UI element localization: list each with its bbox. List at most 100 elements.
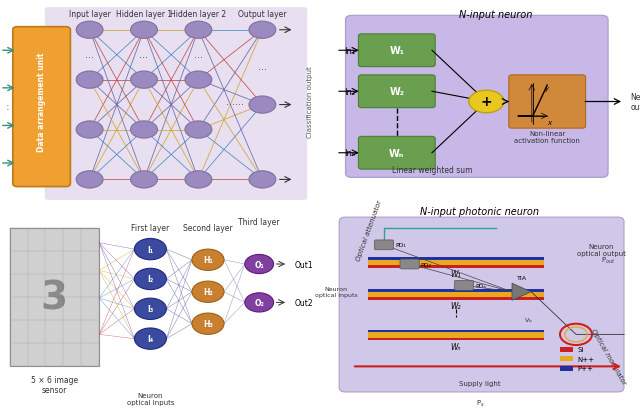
FancyBboxPatch shape [368,292,544,298]
Circle shape [249,97,276,114]
Text: y: y [544,86,548,92]
Circle shape [192,249,224,271]
Circle shape [244,293,274,312]
Text: W₂: W₂ [451,301,461,310]
Circle shape [76,171,103,189]
Circle shape [76,72,103,89]
Text: V$_b$: V$_b$ [524,315,532,324]
FancyBboxPatch shape [509,76,586,129]
Text: Optical attenuator: Optical attenuator [355,199,383,261]
Text: Classification output: Classification output [307,66,314,138]
Text: Out1: Out1 [294,260,313,269]
Text: 5 × 6 image
sensor: 5 × 6 image sensor [31,375,78,394]
Circle shape [131,121,157,139]
FancyBboxPatch shape [368,266,544,268]
Circle shape [185,22,212,39]
Text: Wₙ: Wₙ [451,342,461,351]
FancyBboxPatch shape [560,347,573,352]
Circle shape [192,313,224,335]
Circle shape [131,22,157,39]
Circle shape [131,171,157,189]
FancyBboxPatch shape [368,333,544,338]
Text: ...: ... [85,49,94,60]
Circle shape [134,328,166,349]
Circle shape [249,171,276,189]
Text: :: : [6,101,10,111]
Text: P$_{out}$: P$_{out}$ [601,255,615,265]
Text: Inₙ: Inₙ [344,149,355,158]
Circle shape [185,171,212,189]
FancyBboxPatch shape [346,16,608,178]
Text: I₁: I₁ [147,245,154,254]
Text: Third layer: Third layer [239,217,280,226]
Text: H₂: H₂ [203,288,213,297]
Text: Second layer: Second layer [183,224,233,233]
Text: TIA: TIA [516,275,527,280]
Text: I₃: I₃ [147,305,154,314]
Text: Supply light: Supply light [459,380,501,387]
Text: I₄: I₄ [147,334,154,343]
Text: Hidden layer 1: Hidden layer 1 [116,10,172,19]
Text: Neuron
output: Neuron output [630,92,640,112]
Text: W₁: W₁ [451,270,461,279]
FancyBboxPatch shape [368,298,544,300]
Text: P++: P++ [578,366,593,372]
Polygon shape [512,283,531,301]
Text: PDₙ: PDₙ [475,283,486,288]
Text: Neuron
optical inputs: Neuron optical inputs [315,287,357,297]
Text: ......: ...... [226,97,244,107]
Text: O₁: O₁ [254,260,264,269]
Circle shape [185,121,212,139]
Text: Data arrangement unit: Data arrangement unit [37,53,46,152]
Circle shape [249,22,276,39]
Text: In₁: In₁ [344,47,355,56]
Text: P$_s$: P$_s$ [476,398,484,408]
FancyBboxPatch shape [358,137,435,170]
Text: PD₂: PD₂ [421,262,432,267]
Text: x: x [547,119,551,126]
FancyBboxPatch shape [13,27,70,187]
Circle shape [131,72,157,89]
Text: ...: ... [194,49,203,60]
FancyBboxPatch shape [368,330,544,333]
Text: H₁: H₁ [203,256,213,265]
Text: Out2: Out2 [294,298,313,307]
Text: Neuron
optical inputs: Neuron optical inputs [127,392,174,405]
FancyBboxPatch shape [368,338,544,341]
Circle shape [134,269,166,290]
Text: Input layer: Input layer [68,10,111,19]
FancyBboxPatch shape [10,228,99,366]
FancyBboxPatch shape [560,357,573,362]
Circle shape [192,281,224,303]
Text: Hidden layer 2: Hidden layer 2 [170,10,227,19]
Text: N++: N++ [578,356,595,362]
Text: ...: ... [140,49,148,60]
Text: N-input photonic neuron: N-input photonic neuron [420,207,540,217]
FancyBboxPatch shape [45,8,307,200]
FancyBboxPatch shape [339,218,624,392]
Circle shape [76,121,103,139]
Circle shape [244,255,274,274]
Circle shape [134,239,166,260]
FancyBboxPatch shape [358,35,435,67]
FancyBboxPatch shape [368,261,544,266]
Text: W₂: W₂ [389,87,404,97]
Text: ...: ... [258,62,267,72]
Text: Optical modulator: Optical modulator [589,327,627,385]
Text: Si: Si [578,346,584,353]
FancyBboxPatch shape [368,290,544,292]
Text: O₂: O₂ [254,298,264,307]
Circle shape [134,299,166,320]
Text: Non-linear
activation function: Non-linear activation function [515,131,580,144]
FancyBboxPatch shape [368,258,544,261]
Circle shape [185,72,212,89]
Text: I₂: I₂ [147,275,154,284]
Circle shape [468,91,504,113]
Text: Neuron
optical output: Neuron optical output [577,243,626,256]
FancyBboxPatch shape [358,76,435,108]
Text: Wₙ: Wₙ [389,148,404,158]
Text: In₂: In₂ [344,88,355,97]
Text: First layer: First layer [131,224,170,233]
Text: 3: 3 [41,279,68,316]
Text: N-input neuron: N-input neuron [460,10,532,20]
